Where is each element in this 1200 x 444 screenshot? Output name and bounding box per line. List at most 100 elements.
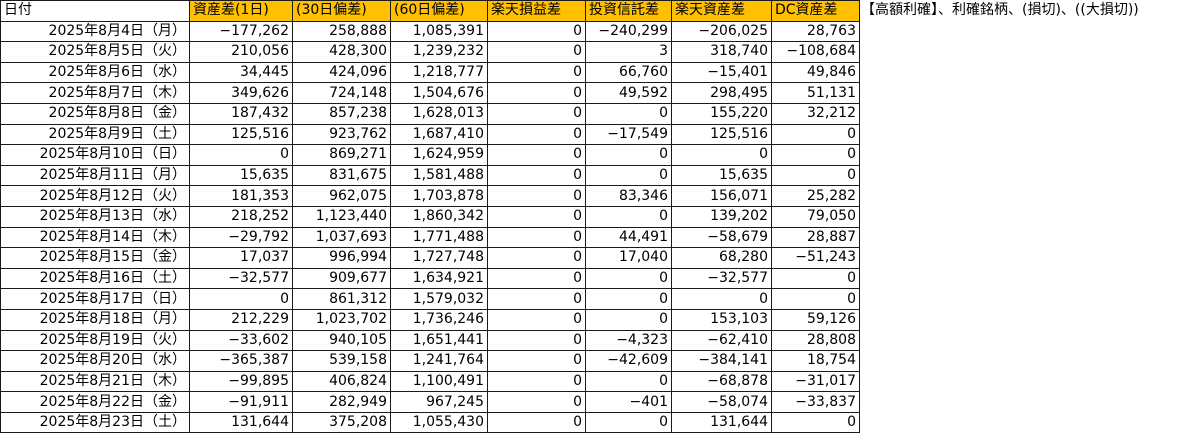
dev60-cell[interactable]: 1,736,246 xyxy=(390,308,488,331)
rakuten-pl-cell[interactable]: 0 xyxy=(487,267,586,290)
asset-diff-cell[interactable]: 210,056 xyxy=(189,41,293,63)
dc-asset-cell[interactable]: 32,212 xyxy=(771,102,860,125)
dc-asset-cell[interactable]: 79,050 xyxy=(771,205,860,228)
dev30-cell[interactable]: 424,096 xyxy=(292,61,391,84)
rakuten-asset-cell[interactable]: 15,635 xyxy=(671,164,772,187)
dc-asset-cell[interactable]: 0 xyxy=(771,288,860,310)
rakuten-pl-cell[interactable]: 0 xyxy=(487,205,586,228)
rakuten-asset-cell[interactable]: −15,401 xyxy=(671,61,772,84)
dev30-cell[interactable]: 258,888 xyxy=(292,20,391,43)
dev60-cell[interactable]: 1,055,430 xyxy=(390,411,488,434)
asset-diff-cell[interactable]: 0 xyxy=(189,144,293,166)
dev60-cell[interactable]: 1,628,013 xyxy=(390,102,488,125)
asset-diff-cell[interactable]: −365,387 xyxy=(189,350,293,372)
header-30day-deviation[interactable]: (30日偏差) xyxy=(292,0,391,22)
dev30-cell[interactable]: 940,105 xyxy=(292,329,391,352)
rakuten-asset-cell[interactable]: 318,740 xyxy=(671,41,772,63)
dev30-cell[interactable]: 923,762 xyxy=(292,123,391,146)
rakuten-asset-cell[interactable]: −68,878 xyxy=(671,370,772,393)
fund-diff-cell[interactable]: 66,760 xyxy=(585,61,672,84)
dev30-cell[interactable]: 857,238 xyxy=(292,102,391,125)
dc-asset-cell[interactable]: 0 xyxy=(771,123,860,146)
rakuten-asset-cell[interactable]: 131,644 xyxy=(671,411,772,434)
asset-diff-cell[interactable]: 125,516 xyxy=(189,123,293,146)
fund-diff-cell[interactable]: 0 xyxy=(585,411,672,434)
dc-asset-cell[interactable]: 18,754 xyxy=(771,350,860,372)
rakuten-pl-cell[interactable]: 0 xyxy=(487,308,586,331)
rakuten-pl-cell[interactable]: 0 xyxy=(487,20,586,43)
date-cell[interactable]: 2025年8月12日（火） xyxy=(0,185,190,207)
rakuten-pl-cell[interactable]: 0 xyxy=(487,247,586,269)
dc-asset-cell[interactable]: 28,808 xyxy=(771,329,860,352)
rakuten-pl-cell[interactable]: 0 xyxy=(487,350,586,372)
rakuten-pl-cell[interactable]: 0 xyxy=(487,164,586,187)
dev30-cell[interactable]: 282,949 xyxy=(292,391,391,413)
dc-asset-cell[interactable]: 25,282 xyxy=(771,185,860,207)
asset-diff-cell[interactable]: −91,911 xyxy=(189,391,293,413)
dev60-cell[interactable]: 1,634,921 xyxy=(390,267,488,290)
date-cell[interactable]: 2025年8月8日（金） xyxy=(0,102,190,125)
rakuten-pl-cell[interactable]: 0 xyxy=(487,391,586,413)
header-rakuten-asset-diff[interactable]: 楽天資産差 xyxy=(671,0,772,22)
fund-diff-cell[interactable]: −4,323 xyxy=(585,329,672,352)
dc-asset-cell[interactable]: 0 xyxy=(771,164,860,187)
asset-diff-cell[interactable]: 218,252 xyxy=(189,205,293,228)
date-cell[interactable]: 2025年8月7日（木） xyxy=(0,82,190,104)
fund-diff-cell[interactable]: −42,609 xyxy=(585,350,672,372)
asset-diff-cell[interactable]: −99,895 xyxy=(189,370,293,393)
dev30-cell[interactable]: 962,075 xyxy=(292,185,391,207)
dev60-cell[interactable]: 1,860,342 xyxy=(390,205,488,228)
dc-asset-cell[interactable]: 28,887 xyxy=(771,226,860,249)
dev30-cell[interactable]: 1,037,693 xyxy=(292,226,391,249)
rakuten-asset-cell[interactable]: −62,410 xyxy=(671,329,772,352)
fund-diff-cell[interactable]: 0 xyxy=(585,267,672,290)
header-fund-diff[interactable]: 投資信託差 xyxy=(585,0,672,22)
date-cell[interactable]: 2025年8月21日（木） xyxy=(0,370,190,393)
dc-asset-cell[interactable]: −108,684 xyxy=(771,41,860,63)
fund-diff-cell[interactable]: −401 xyxy=(585,391,672,413)
date-cell[interactable]: 2025年8月5日（火） xyxy=(0,41,190,63)
rakuten-asset-cell[interactable]: −206,025 xyxy=(671,20,772,43)
dev60-cell[interactable]: 1,579,032 xyxy=(390,288,488,310)
rakuten-pl-cell[interactable]: 0 xyxy=(487,185,586,207)
dc-asset-cell[interactable]: 51,131 xyxy=(771,82,860,104)
rakuten-asset-cell[interactable]: 139,202 xyxy=(671,205,772,228)
fund-diff-cell[interactable]: 0 xyxy=(585,102,672,125)
date-cell[interactable]: 2025年8月22日（金） xyxy=(0,391,190,413)
dc-asset-cell[interactable]: −31,017 xyxy=(771,370,860,393)
dev30-cell[interactable]: 375,208 xyxy=(292,411,391,434)
rakuten-asset-cell[interactable]: −32,577 xyxy=(671,267,772,290)
rakuten-asset-cell[interactable]: 298,495 xyxy=(671,82,772,104)
header-date[interactable]: 日付 xyxy=(0,0,190,22)
dev30-cell[interactable]: 406,824 xyxy=(292,370,391,393)
dev60-cell[interactable]: 1,687,410 xyxy=(390,123,488,146)
dev60-cell[interactable]: 1,771,488 xyxy=(390,226,488,249)
rakuten-asset-cell[interactable]: 156,071 xyxy=(671,185,772,207)
asset-diff-cell[interactable]: 349,626 xyxy=(189,82,293,104)
dev30-cell[interactable]: 1,023,702 xyxy=(292,308,391,331)
rakuten-pl-cell[interactable]: 0 xyxy=(487,329,586,352)
rakuten-asset-cell[interactable]: 0 xyxy=(671,288,772,310)
asset-diff-cell[interactable]: 131,644 xyxy=(189,411,293,434)
date-cell[interactable]: 2025年8月4日（月） xyxy=(0,20,190,43)
rakuten-pl-cell[interactable]: 0 xyxy=(487,370,586,393)
date-cell[interactable]: 2025年8月6日（水） xyxy=(0,61,190,84)
fund-diff-cell[interactable]: 3 xyxy=(585,41,672,63)
dev30-cell[interactable]: 831,675 xyxy=(292,164,391,187)
dev30-cell[interactable]: 1,123,440 xyxy=(292,205,391,228)
rakuten-asset-cell[interactable]: 0 xyxy=(671,144,772,166)
date-cell[interactable]: 2025年8月13日（水） xyxy=(0,205,190,228)
dc-asset-cell[interactable]: 0 xyxy=(771,411,860,434)
dc-asset-cell[interactable]: 49,846 xyxy=(771,61,860,84)
asset-diff-cell[interactable]: 0 xyxy=(189,288,293,310)
rakuten-pl-cell[interactable]: 0 xyxy=(487,61,586,84)
date-cell[interactable]: 2025年8月14日（木） xyxy=(0,226,190,249)
asset-diff-cell[interactable]: 34,445 xyxy=(189,61,293,84)
dev30-cell[interactable]: 869,271 xyxy=(292,144,391,166)
dev60-cell[interactable]: 1,218,777 xyxy=(390,61,488,84)
dev30-cell[interactable]: 996,994 xyxy=(292,247,391,269)
rakuten-pl-cell[interactable]: 0 xyxy=(487,102,586,125)
date-cell[interactable]: 2025年8月9日（土） xyxy=(0,123,190,146)
fund-diff-cell[interactable]: 83,346 xyxy=(585,185,672,207)
rakuten-pl-cell[interactable]: 0 xyxy=(487,288,586,310)
